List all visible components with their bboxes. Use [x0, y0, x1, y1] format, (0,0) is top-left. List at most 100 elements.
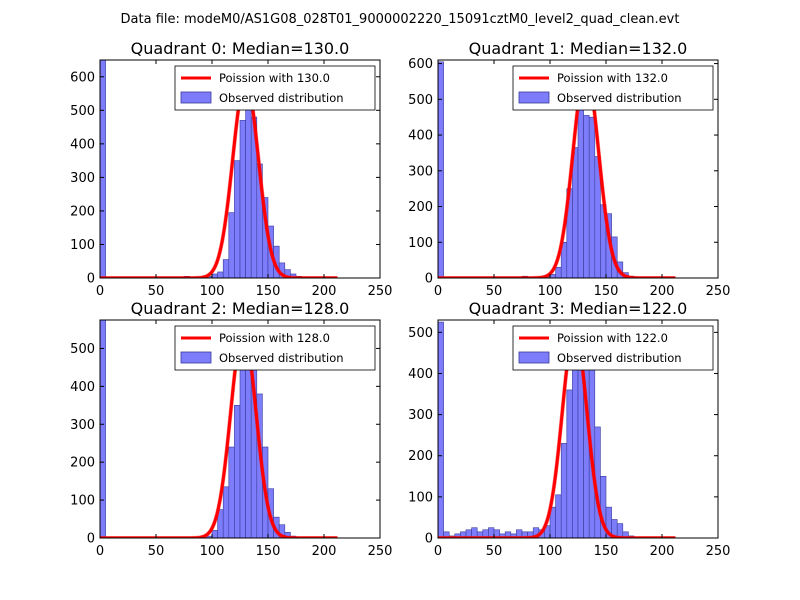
chart-3-legend-bar-label: Observed distribution [557, 351, 682, 365]
chart-0-title: Quadrant 0: Median=130.0 [131, 39, 350, 58]
chart-1-frame [437, 59, 719, 279]
chart-1-title: Quadrant 1: Median=132.0 [469, 39, 688, 58]
chart-3-xtick-label: 50 [486, 544, 503, 559]
chart-3-xtick-label: 100 [538, 544, 563, 559]
chart-2-xtick-label: 150 [256, 544, 281, 559]
chart-0-legend-bar-swatch [180, 91, 212, 104]
chart-2-xtick-label: 100 [200, 544, 225, 559]
chart-3-fit-line [438, 328, 676, 538]
chart-3-xtick-label: 0 [434, 544, 442, 559]
chart-3-ytick-label: 500 [408, 326, 433, 341]
chart-3-bar [555, 494, 562, 538]
chart-0-legend-bar-label: Observed distribution [219, 91, 344, 105]
chart-3-legend-bar-swatch [518, 351, 550, 364]
chart-3-ytick-label: 0 [425, 532, 433, 547]
chart-1-ytick-label: 0 [425, 272, 433, 287]
chart-1-ytick-label: 400 [408, 129, 433, 144]
chart-3-bar [572, 362, 579, 538]
chart-3-ytick-label: 400 [408, 367, 433, 382]
chart-1-legend-bar-label: Observed distribution [557, 91, 682, 105]
chart-2-bar [239, 348, 246, 538]
chart-0-bar [217, 271, 224, 278]
chart-3-bar [566, 389, 573, 538]
chart-2-ytick-label: 300 [70, 418, 95, 433]
chart-2-ytick-label: 0 [87, 532, 95, 547]
chart-3-bar [438, 321, 444, 538]
subplot-quadrant-0: 0 50 100 150 200 250 0 100 200 300 400 500 600 Quadra… [70, 39, 392, 299]
chart-2-title: Quadrant 2: Median=128.0 [131, 299, 350, 318]
chart-3-frame [437, 319, 719, 539]
chart-0-xtick-label: 0 [96, 284, 104, 299]
chart-0-xtick-label: 150 [256, 284, 281, 299]
chart-1-legend: Poission with 132.0 Observed distribution [512, 65, 714, 111]
chart-2-legend-bar-swatch [180, 351, 212, 364]
chart-3-ytick-label: 200 [408, 449, 433, 464]
chart-2-xtick-label: 200 [312, 544, 337, 559]
chart-0-legend-line-label: Poission with 130.0 [219, 71, 330, 85]
chart-2-bar [100, 320, 106, 538]
chart-1-xtick-label: 0 [434, 284, 442, 299]
chart-0-bar [239, 120, 246, 278]
chart-0-xtick-label: 200 [312, 284, 337, 299]
chart-3-ytick-label: 100 [408, 490, 433, 505]
chart-3-xtick-label: 200 [650, 544, 675, 559]
chart-3-bar [443, 531, 450, 538]
chart-2-bar [284, 532, 291, 538]
chart-1-bar [555, 266, 562, 278]
chart-1-xtick-label: 100 [538, 284, 563, 299]
chart-1-ytick-label: 500 [408, 93, 433, 108]
chart-1-bar [588, 116, 596, 278]
chart-1-legend-bar-swatch [518, 91, 550, 104]
chart-1-xtick-label: 150 [594, 284, 619, 299]
chart-1-xtick-label: 250 [706, 284, 731, 299]
chart-0-bar [100, 60, 106, 278]
chart-3-bar [622, 531, 629, 538]
chart-0-ytick-label: 400 [70, 137, 95, 152]
chart-3-ytick-label: 300 [408, 408, 433, 423]
chart-2-bar [211, 530, 218, 538]
chart-3-legend: Poission with 122.0 Observed distribution [512, 325, 714, 371]
chart-0-ytick-label: 100 [70, 238, 95, 253]
chart-2-xtick-label: 0 [96, 544, 104, 559]
chart-1-ytick-label: 300 [408, 164, 433, 179]
chart-2-legend: Poission with 128.0 Observed distribution [174, 325, 376, 371]
chart-0-legend: Poission with 130.0 Observed distribution [174, 65, 376, 111]
chart-1-ytick-label: 600 [408, 57, 433, 72]
chart-1-ytick-label: 200 [408, 200, 433, 215]
chart-3-xtick-label: 150 [594, 544, 619, 559]
chart-0-bar [211, 273, 218, 278]
chart-1-bar [577, 102, 584, 278]
chart-3-plot-area [438, 321, 676, 538]
chart-1-xtick-label: 200 [650, 284, 675, 299]
chart-0-ytick-label: 300 [70, 171, 95, 186]
chart-0-ytick-label: 500 [70, 104, 95, 119]
subplot-quadrant-2: 0 50 100 150 200 250 0 100 200 300 400 500 Quadrant … [70, 299, 392, 559]
chart-0-xtick-label: 50 [148, 284, 165, 299]
chart-2-xtick-label: 50 [148, 544, 165, 559]
chart-1-bar [583, 115, 590, 278]
chart-0-xtick-label: 100 [200, 284, 225, 299]
chart-3-bar [560, 443, 568, 538]
chart-1-bar [438, 61, 444, 278]
chart-0-bar [222, 259, 230, 278]
figure-suptitle: Data file: modeM0/AS1G08_028T01_90000022… [121, 12, 680, 27]
chart-0-ytick-label: 0 [87, 272, 95, 287]
chart-2-ytick-label: 100 [70, 494, 95, 509]
chart-2-bar [228, 446, 235, 538]
chart-0-bar [245, 101, 252, 278]
subplot-quadrant-3: 0 50 100 150 200 250 0 100 200 300 400 500 Quadrant … [408, 299, 730, 559]
chart-3-title: Quadrant 3: Median=122.0 [469, 299, 688, 318]
chart-0-bar [228, 212, 235, 278]
chart-0-ytick-label: 200 [70, 204, 95, 219]
chart-2-xtick-label: 250 [368, 544, 393, 559]
chart-2-ytick-label: 200 [70, 456, 95, 471]
chart-2-ytick-label: 400 [70, 380, 95, 395]
chart-3-xtick-label: 250 [706, 544, 731, 559]
chart-3-legend-line-label: Poission with 122.0 [557, 331, 668, 345]
chart-2-frame [99, 319, 381, 539]
chart-0-bar [234, 160, 241, 278]
subplot-quadrant-1: 0 50 100 150 200 250 0 100 200 300 400 500 600 Quadra… [408, 39, 730, 299]
chart-0-frame [99, 59, 381, 279]
chart-1-ytick-label: 100 [408, 236, 433, 251]
